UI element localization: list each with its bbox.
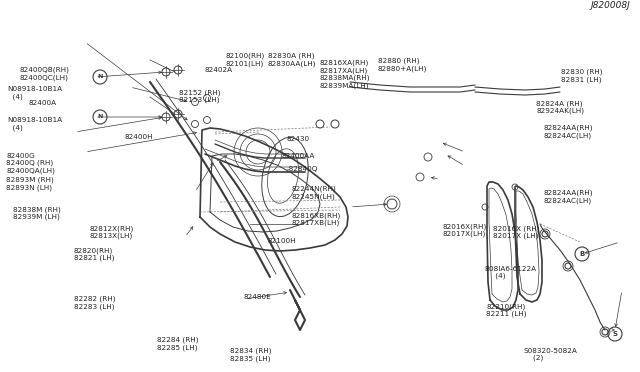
Text: 82400AA: 82400AA xyxy=(282,153,315,158)
Text: 82816XA(RH)
82817XA(LH)
82838MA(RH)
82839MA(LH): 82816XA(RH) 82817XA(LH) 82838MA(RH) 8283… xyxy=(320,60,371,89)
Text: B: B xyxy=(579,251,584,257)
Text: N08918-10B1A
  (4): N08918-10B1A (4) xyxy=(8,86,63,100)
Text: 82824AA(RH)
82824AC(LH): 82824AA(RH) 82824AC(LH) xyxy=(544,125,593,139)
Text: 82893M (RH)
82893N (LH): 82893M (RH) 82893N (LH) xyxy=(6,177,54,191)
Text: S08320-5082A
    (2): S08320-5082A (2) xyxy=(524,348,577,361)
Circle shape xyxy=(565,263,571,269)
Text: 82244N(RH)
82245N(LH): 82244N(RH) 82245N(LH) xyxy=(291,186,336,200)
Text: 82834 (RH)
82835 (LH): 82834 (RH) 82835 (LH) xyxy=(230,348,272,362)
Text: 82830A (RH)
82830AA(LH): 82830A (RH) 82830AA(LH) xyxy=(268,53,316,67)
Text: N: N xyxy=(97,115,102,119)
Text: 82402A: 82402A xyxy=(205,67,233,73)
Text: 82100H: 82100H xyxy=(268,238,296,244)
Text: 82824AA(RH)
82824AC(LH): 82824AA(RH) 82824AC(LH) xyxy=(544,190,593,204)
Text: N: N xyxy=(97,74,102,80)
Circle shape xyxy=(542,231,548,237)
Text: B08IA6-6122A
     (4): B08IA6-6122A (4) xyxy=(484,266,536,279)
Text: J820008J: J820008J xyxy=(590,1,630,10)
Text: 82824A (RH)
82924AK(LH): 82824A (RH) 82924AK(LH) xyxy=(536,100,584,115)
Text: 82152 (RH)
82153 (LH): 82152 (RH) 82153 (LH) xyxy=(179,89,221,103)
Text: 82100(RH)
82101(LH): 82100(RH) 82101(LH) xyxy=(225,53,264,67)
Text: S: S xyxy=(612,331,618,337)
Circle shape xyxy=(602,329,608,335)
Text: 82016X(RH)
82017X(LH): 82016X(RH) 82017X(LH) xyxy=(443,223,487,237)
Text: 82400H: 82400H xyxy=(125,134,154,140)
Text: 82480E: 82480E xyxy=(243,294,271,300)
Text: 82016X (RH)
82017X (LH): 82016X (RH) 82017X (LH) xyxy=(493,225,540,239)
Text: 82400QB(RH)
82400QC(LH): 82400QB(RH) 82400QC(LH) xyxy=(19,67,69,81)
Text: 82284 (RH)
82285 (LH): 82284 (RH) 82285 (LH) xyxy=(157,337,198,351)
Text: 82400G
82400Q (RH)
82400QA(LH): 82400G 82400Q (RH) 82400QA(LH) xyxy=(6,153,55,173)
Text: 82430: 82430 xyxy=(287,136,310,142)
Text: -82840Q: -82840Q xyxy=(287,166,318,171)
Text: 82282 (RH)
82283 (LH): 82282 (RH) 82283 (LH) xyxy=(74,296,115,310)
Text: 82210(RH)
82211 (LH): 82210(RH) 82211 (LH) xyxy=(486,303,527,317)
Text: N08918-10B1A
  (4): N08918-10B1A (4) xyxy=(8,117,63,131)
Text: 82830 (RH)
82831 (LH): 82830 (RH) 82831 (LH) xyxy=(561,69,602,83)
Text: 82880 (RH)
82880+A(LH): 82880 (RH) 82880+A(LH) xyxy=(378,58,427,72)
Text: 82812X(RH)
82813X(LH): 82812X(RH) 82813X(LH) xyxy=(90,225,134,239)
Text: 82838M (RH)
82939M (LH): 82838M (RH) 82939M (LH) xyxy=(13,206,61,221)
Text: 82400A: 82400A xyxy=(29,100,57,106)
Text: 82816XB(RH)
82817XB(LH): 82816XB(RH) 82817XB(LH) xyxy=(291,212,340,226)
Text: 82820(RH)
82821 (LH): 82820(RH) 82821 (LH) xyxy=(74,247,114,262)
